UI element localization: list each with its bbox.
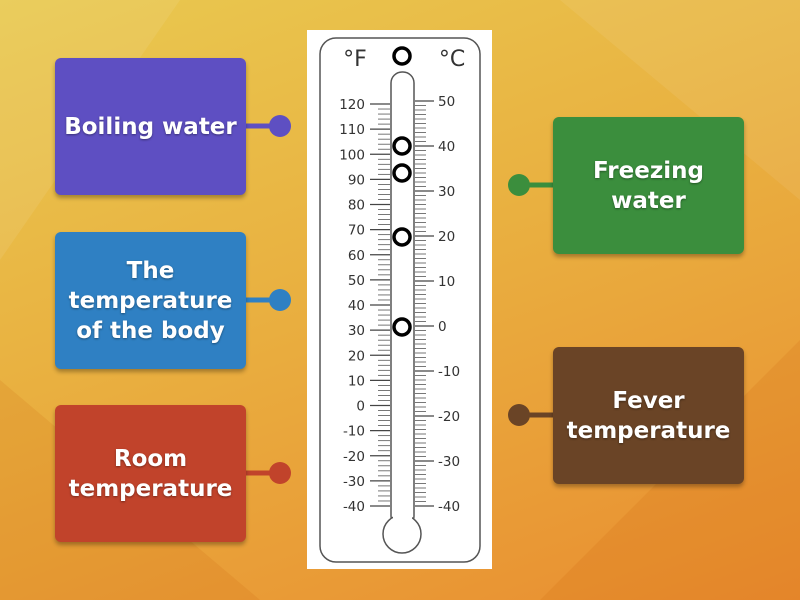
fahrenheit-label: 10 [348,373,365,389]
drop-target[interactable] [392,163,412,183]
answer-card[interactable]: Boiling water [55,58,246,195]
celsius-label: -10 [438,364,460,380]
fahrenheit-label: 60 [348,248,365,264]
fahrenheit-label: 100 [339,147,365,163]
fahrenheit-label: 70 [348,223,365,239]
celsius-label: -20 [438,409,460,425]
fahrenheit-label: -40 [343,499,365,515]
fahrenheit-label: 120 [339,97,365,113]
fahrenheit-label: 90 [348,172,365,188]
celsius-label: 40 [438,139,455,155]
fahrenheit-label: -10 [343,424,365,440]
celsius-label: 50 [438,94,455,110]
drop-target[interactable] [392,46,412,66]
answer-card[interactable]: The temperature of the body [55,232,246,369]
connector-dot [269,115,291,137]
celsius-unit: °C [439,47,465,72]
celsius-label: 0 [438,319,447,335]
fahrenheit-label: 30 [348,323,365,339]
connector-dot [508,174,530,196]
connector-dot [269,462,291,484]
answer-card[interactable]: Freezing water [553,117,744,254]
fahrenheit-label: -20 [343,449,365,465]
connector-dot [508,404,530,426]
connector-dot [269,289,291,311]
drop-target[interactable] [392,136,412,156]
fahrenheit-unit: °F [343,47,367,72]
fahrenheit-label: 110 [339,122,365,138]
fahrenheit-label: -30 [343,474,365,490]
drop-target[interactable] [392,227,412,247]
celsius-label: 20 [438,229,455,245]
fahrenheit-label: 80 [348,198,365,214]
celsius-label: 10 [438,274,455,290]
tube-joint [393,510,412,530]
answer-card[interactable]: Room temperature [55,405,246,542]
celsius-label: 30 [438,184,455,200]
fahrenheit-label: 40 [348,298,365,314]
fahrenheit-label: 20 [348,348,365,364]
answer-card[interactable]: Fever temperature [553,347,744,484]
celsius-label: -40 [438,499,460,515]
fahrenheit-label: 50 [348,273,365,289]
celsius-label: -30 [438,454,460,470]
fahrenheit-label: 0 [356,399,365,415]
thermometer-outline [319,37,481,563]
drop-target[interactable] [392,317,412,337]
